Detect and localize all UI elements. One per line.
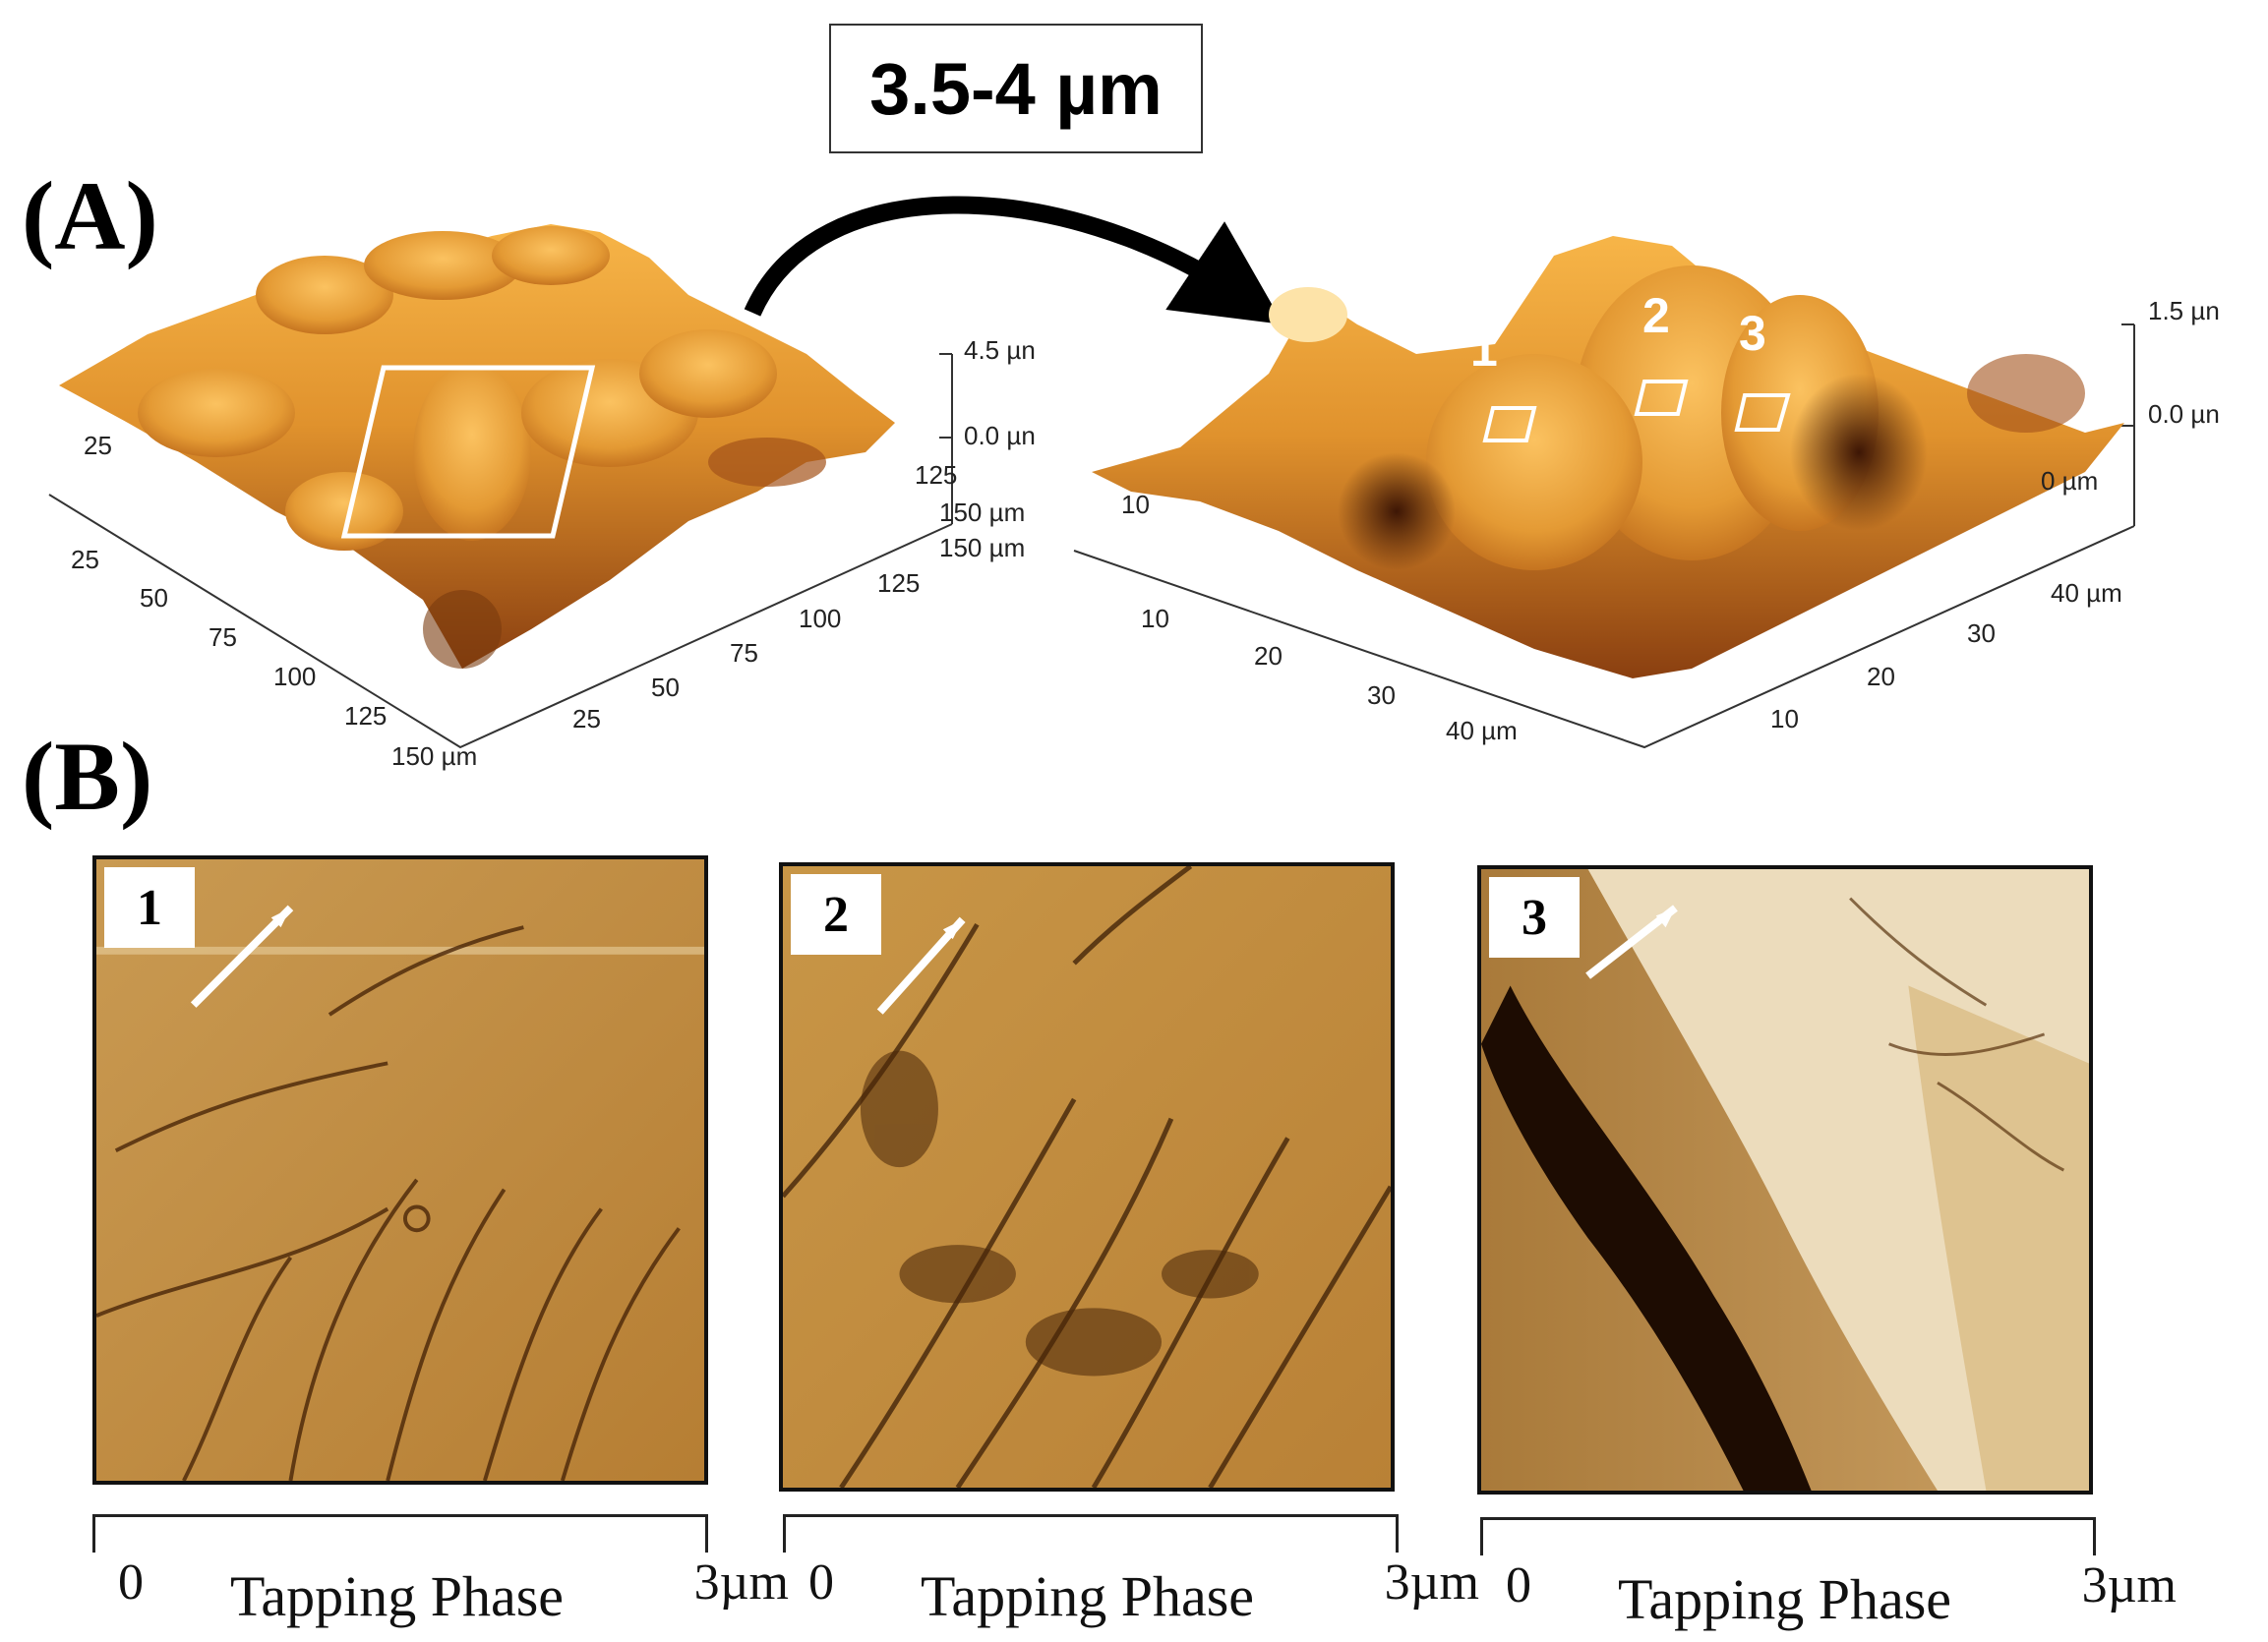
right-front-tick-30: 30 [1367, 680, 1396, 710]
scale-bar-3: 0 Tapping Phase 3µm [1480, 1517, 2177, 1635]
region-label-2: 2 [1642, 288, 1670, 343]
left-right-tick-50: 50 [651, 673, 680, 702]
phase-badge-2: 2 [791, 874, 881, 955]
panel-a-figure: 4.5 µn 0.0 µn 25 125 150 µm 25 50 75 100… [48, 196, 2220, 771]
right-right-tick-30: 30 [1967, 618, 1996, 648]
scale-title-2: Tapping Phase [921, 1564, 1255, 1628]
right-z-tick-zero: 0.0 µn [2148, 399, 2220, 429]
left-right-tick-25: 25 [572, 704, 601, 733]
left-front-tick-25: 25 [71, 545, 99, 574]
scale-end-3: 3µm [2081, 1557, 2177, 1613]
left-front-tick-125: 125 [344, 701, 387, 731]
right-front-tick-10: 10 [1141, 604, 1169, 633]
zoom-range-label: 3.5-4 µm [829, 24, 1203, 153]
left-right-tick-75: 75 [730, 638, 758, 668]
phase-image-3: 3 [1477, 865, 2093, 1495]
right-surface-plot [1073, 236, 2135, 749]
left-front-tick-75: 75 [209, 622, 237, 652]
region-label-3: 3 [1739, 306, 1766, 361]
right-front-tick-40: 40 µm [1446, 716, 1518, 745]
scale-zero-3: 0 [1506, 1557, 1531, 1613]
left-back-tick-150: 150 µm [939, 498, 1025, 527]
left-right-tick-125: 125 [877, 568, 920, 598]
right-back-tick-0: 0 µm [2041, 466, 2098, 496]
left-front-tick-50: 50 [140, 583, 168, 613]
scale-bar-1: 0 Tapping Phase 3µm [92, 1514, 789, 1632]
right-right-tick-10: 10 [1770, 704, 1799, 733]
panel-label-b: (B) [22, 722, 153, 831]
phase-image-1: 1 [92, 855, 708, 1485]
scale-end-2: 3µm [1384, 1554, 1479, 1611]
scale-title-3: Tapping Phase [1618, 1567, 1952, 1631]
panel-label-a: (A) [22, 161, 158, 270]
left-z-tick-top: 4.5 µn [964, 335, 1036, 365]
right-right-tick-20: 20 [1867, 662, 1895, 691]
phase-image-2: 2 [779, 862, 1395, 1492]
region-label-1: 1 [1470, 322, 1498, 377]
zoom-arrow [744, 196, 1283, 324]
scale-title-1: Tapping Phase [230, 1564, 565, 1628]
left-back-tick-125: 125 [915, 460, 957, 490]
scale-zero-2: 0 [808, 1554, 834, 1611]
right-z-tick-top: 1.5 µn [2148, 296, 2220, 325]
scale-bar-2: 0 Tapping Phase 3µm [783, 1514, 1479, 1632]
left-front-tick-150: 150 µm [391, 741, 477, 771]
left-right-tick-100: 100 [799, 604, 841, 633]
right-right-tick-40: 40 µm [2051, 578, 2122, 608]
right-front-tick-20: 20 [1254, 641, 1283, 671]
phase-badge-3: 3 [1489, 877, 1580, 958]
scale-zero-1: 0 [118, 1554, 144, 1611]
left-back-tick-25: 25 [84, 431, 112, 460]
left-surface-plot [48, 224, 953, 749]
phase-badge-1: 1 [104, 867, 195, 948]
right-back-tick-10: 10 [1121, 490, 1150, 519]
left-front-tick-100: 100 [273, 662, 316, 691]
scale-end-1: 3µm [693, 1554, 789, 1611]
left-z-tick-zero: 0.0 µn [964, 421, 1036, 450]
left-right-tick-150: 150 µm [939, 533, 1025, 562]
